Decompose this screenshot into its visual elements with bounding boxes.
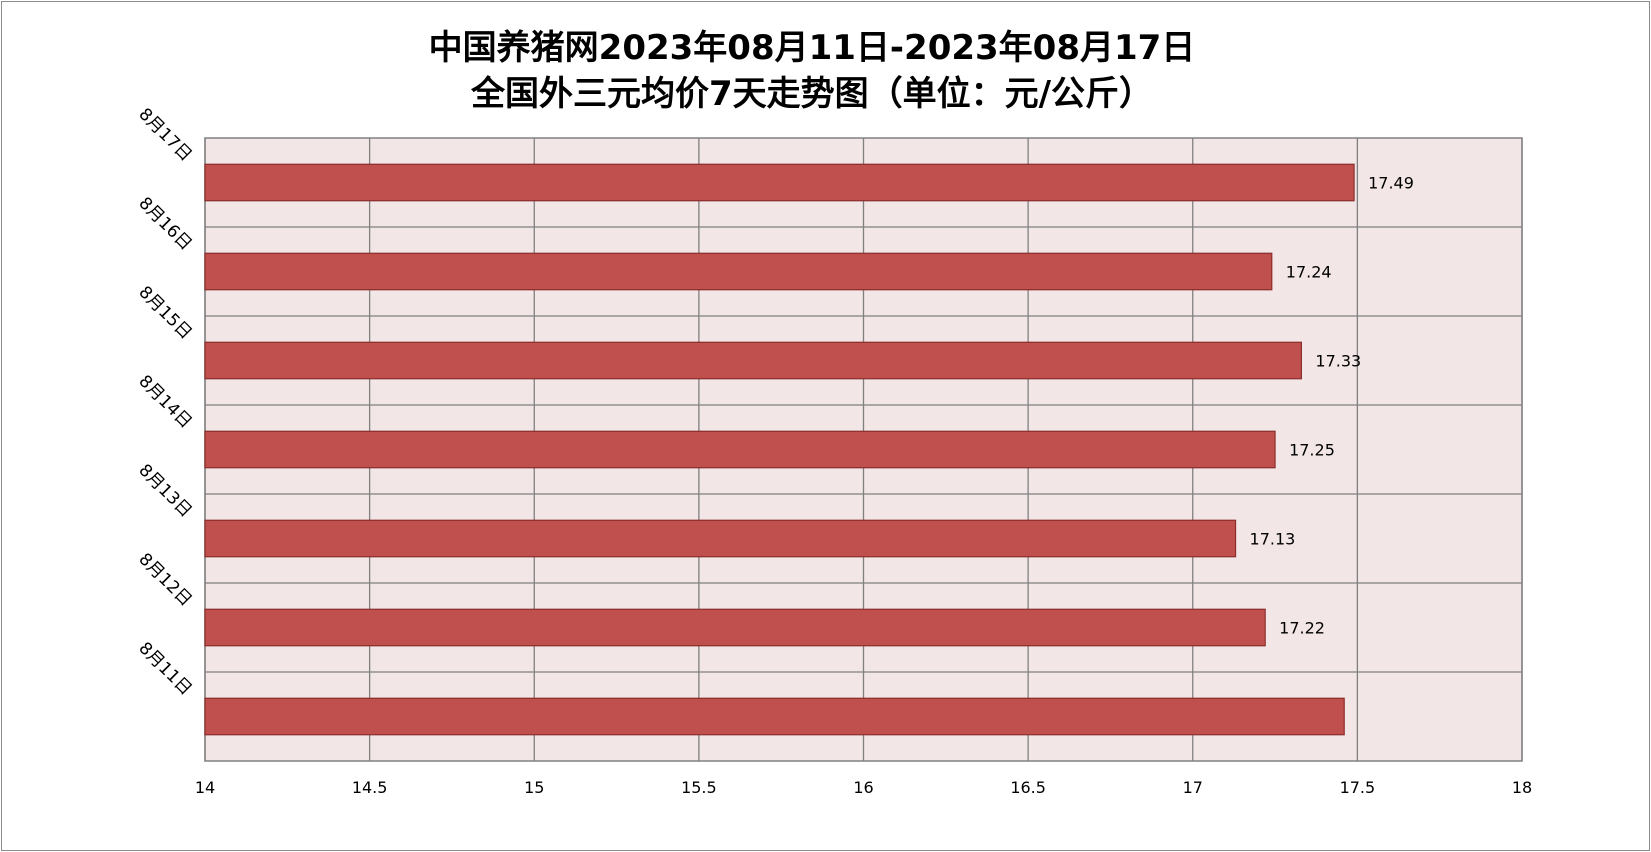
category-label-2: 8月12日: [134, 549, 195, 610]
data-label-5: 17.33: [1315, 352, 1361, 371]
x-tick-label: 17: [1183, 778, 1203, 797]
plot-area: 8月11日 17.22 8月12日 17.13 8月13日 17.25 8月14日 17.33…: [134, 104, 1532, 797]
x-tick-label: 16: [853, 778, 873, 797]
x-tick-label: 16.5: [1010, 778, 1046, 797]
bar-5: [204, 341, 1303, 380]
x-tick-label: 15.5: [681, 778, 717, 797]
bar-3: [204, 519, 1237, 558]
bar-7: [204, 163, 1355, 202]
data-label-2: 17.22: [1279, 619, 1325, 638]
data-label-4: 17.25: [1289, 441, 1335, 460]
category-label-4: 8月14日: [134, 371, 195, 432]
data-label-3: 17.13: [1250, 530, 1296, 549]
x-tick-label: 15: [524, 778, 544, 797]
category-label-3: 8月13日: [134, 460, 195, 521]
x-tick-label: 14.5: [352, 778, 388, 797]
x-tick-label: 18: [1512, 778, 1532, 797]
bar-4: [204, 430, 1276, 469]
chart-title-line-1: 中国养猪网2023年08月11日-2023年08月17日: [429, 28, 1196, 68]
bar-1: [204, 697, 1345, 736]
x-tick-label: 17.5: [1340, 778, 1376, 797]
chart-title-line-2: 全国外三元均价7天走势图（单位：元/公斤）: [470, 74, 1153, 114]
category-label-7: 8月17日: [134, 104, 195, 165]
x-tick-label: 14: [195, 778, 215, 797]
category-label-6: 8月16日: [134, 193, 195, 254]
category-label-1: 8月11日: [134, 638, 195, 699]
category-label-5: 8月15日: [134, 282, 195, 343]
bar-6: [204, 252, 1273, 291]
data-label-7: 17.49: [1368, 174, 1414, 193]
bar-2: [204, 608, 1266, 647]
data-label-6: 17.24: [1286, 263, 1332, 282]
